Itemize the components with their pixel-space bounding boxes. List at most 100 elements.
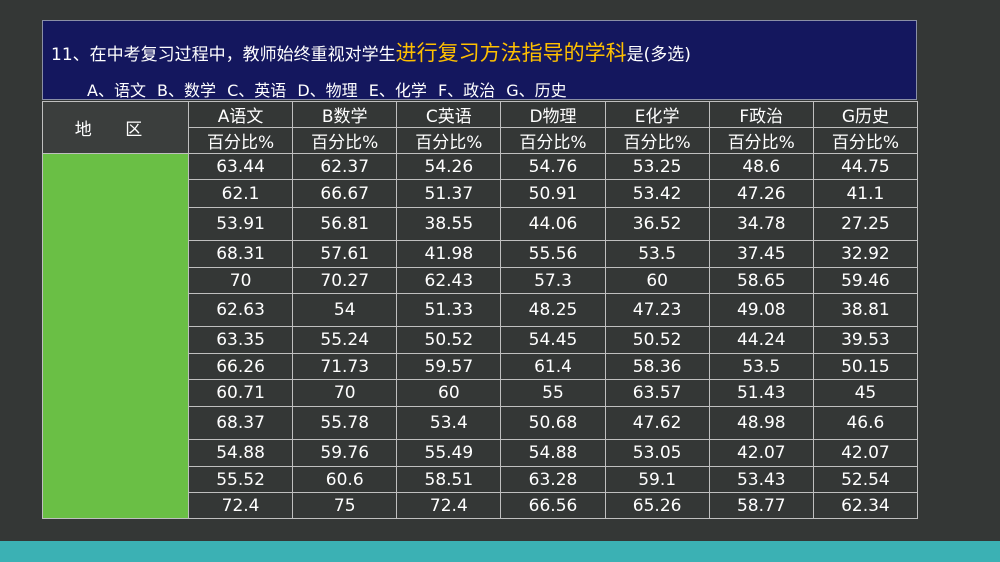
table-cell: 62.1 xyxy=(187,179,294,208)
table-cell: 47.26 xyxy=(708,179,814,208)
table-cell: 62.63 xyxy=(187,293,294,327)
table-row: 68.31 57.61 41.98 55.56 53.5 37.45 32.92 xyxy=(43,240,919,268)
table-row: 66.26 71.73 59.57 61.4 58.36 53.5 50.15 xyxy=(43,353,919,380)
table-cell: 44.24 xyxy=(708,326,814,354)
table-row: 63.35 55.24 50.52 54.45 50.52 44.24 39.53 xyxy=(43,326,919,354)
table-cell: 54.26 xyxy=(396,153,502,180)
table-cell: 37.45 xyxy=(708,240,814,268)
table-cell: 56.81 xyxy=(292,207,398,241)
table-cell: 60 xyxy=(604,267,710,294)
unit-header: 百分比% xyxy=(604,127,710,154)
subject-header-chinese: A语文 xyxy=(187,101,294,128)
table-cell: 72.4 xyxy=(187,492,294,519)
question-highlight: 进行复习方法指导的学科 xyxy=(395,41,627,65)
table-cell: 54.88 xyxy=(187,439,294,467)
table-cell: 62.37 xyxy=(292,153,398,180)
table-cell: 50.52 xyxy=(396,326,502,354)
table-cell: 53.43 xyxy=(708,466,814,493)
table-cell: 58.36 xyxy=(604,353,710,380)
table-cell: 34.78 xyxy=(708,207,814,241)
table-cell: 63.28 xyxy=(500,466,606,493)
table-cell: 54.76 xyxy=(500,153,606,180)
subject-header-history: G历史 xyxy=(812,101,919,128)
table-cell: 53.25 xyxy=(604,153,710,180)
table-cell: 51.43 xyxy=(708,379,814,407)
table-cell: 65.26 xyxy=(604,492,710,519)
table-cell: 50.15 xyxy=(812,353,919,380)
table-cell: 27.25 xyxy=(812,207,919,241)
table-cell: 44.75 xyxy=(812,153,919,180)
table-cell: 60.6 xyxy=(292,466,398,493)
question-prefix: 11、在中考复习过程中，教师始终重视对学生 xyxy=(51,45,396,65)
question-options: A、语文 B、数学 C、英语 D、物理 E、化学 F、政治 G、历史 xyxy=(87,81,567,100)
table-cell: 54.88 xyxy=(500,439,606,467)
unit-header: 百分比% xyxy=(396,127,502,154)
table-cell: 59.76 xyxy=(292,439,398,467)
table-cell: 55.49 xyxy=(396,439,502,467)
unit-header: 百分比% xyxy=(708,127,814,154)
table-cell: 50.68 xyxy=(500,406,606,440)
table-cell: 70.27 xyxy=(292,267,398,294)
table-cell: 53.42 xyxy=(604,179,710,208)
table-cell: 58.51 xyxy=(396,466,502,493)
table-cell: 63.57 xyxy=(604,379,710,407)
table-row: 63.44 62.37 54.26 54.76 53.25 48.6 44.75 xyxy=(42,153,919,519)
table-cell: 36.52 xyxy=(604,207,710,241)
table-cell: 49.08 xyxy=(708,293,814,327)
table-cell: 50.91 xyxy=(500,179,606,208)
table-cell: 58.77 xyxy=(708,492,814,519)
table-cell: 54 xyxy=(292,293,398,327)
table-row: 70 70.27 62.43 57.3 60 58.65 59.46 xyxy=(43,267,919,294)
table-cell: 68.31 xyxy=(187,240,294,268)
subject-header-politics: F政治 xyxy=(708,101,814,128)
region-header: 地 区 xyxy=(42,101,189,154)
table-row: 54.88 59.76 55.49 54.88 53.05 42.07 42.07 xyxy=(43,439,919,467)
table-cell: 59.46 xyxy=(812,267,919,294)
table-row: 55.52 60.6 58.51 63.28 59.1 53.43 52.54 xyxy=(43,466,919,493)
table-cell: 55.52 xyxy=(187,466,294,493)
table-row: 72.4 75 72.4 66.56 65.26 58.77 62.34 xyxy=(43,492,919,519)
table-cell: 71.73 xyxy=(292,353,398,380)
table-body: 63.44 62.37 54.26 54.76 53.25 48.6 44.75 62.1 66… xyxy=(42,153,919,519)
table-cell: 68.37 xyxy=(187,406,294,440)
question-suffix: 是(多选) xyxy=(626,45,691,65)
table-cell: 66.67 xyxy=(292,179,398,208)
unit-header: 百分比% xyxy=(187,127,294,154)
table-cell: 48.98 xyxy=(708,406,814,440)
table-cell: 46.6 xyxy=(812,406,919,440)
question-box: 11、在中考复习过程中，教师始终重视对学生进行复习方法指导的学科是(多选) A、… xyxy=(42,20,917,100)
table-cell: 55.56 xyxy=(500,240,606,268)
unit-header: 百分比% xyxy=(500,127,606,154)
table-cell: 63.35 xyxy=(187,326,294,354)
table-cell: 59.1 xyxy=(604,466,710,493)
table-cell: 60.71 xyxy=(187,379,294,407)
table-row: 62.1 66.67 51.37 50.91 53.42 47.26 41.1 xyxy=(43,179,919,208)
bottom-accent-bar xyxy=(0,541,1000,562)
table-cell: 66.56 xyxy=(500,492,606,519)
table-cell: 45 xyxy=(812,379,919,407)
table-cell: 53.5 xyxy=(604,240,710,268)
table-cell: 59.57 xyxy=(396,353,502,380)
table-cell: 63.44 xyxy=(187,153,294,180)
survey-table: 地 区 A语文 B数学 C英语 D物理 E化学 F政治 G历史 百分比% 百分比… xyxy=(42,101,919,519)
subject-header-math: B数学 xyxy=(292,101,398,128)
table-cell: 41.1 xyxy=(812,179,919,208)
table-cell: 52.54 xyxy=(812,466,919,493)
table-cell: 60 xyxy=(396,379,502,407)
table-cell: 51.37 xyxy=(396,179,502,208)
table-cell: 44.06 xyxy=(500,207,606,241)
table-cell: 41.98 xyxy=(396,240,502,268)
table-cell: 48.25 xyxy=(500,293,606,327)
region-cell xyxy=(42,153,189,519)
table-cell: 42.07 xyxy=(708,439,814,467)
table-cell: 54.45 xyxy=(500,326,606,354)
table-row: 62.63 54 51.33 48.25 47.23 49.08 38.81 xyxy=(43,293,919,327)
unit-header: 百分比% xyxy=(292,127,398,154)
subject-header-english: C英语 xyxy=(396,101,502,128)
table-cell: 51.33 xyxy=(396,293,502,327)
table-cell: 62.34 xyxy=(812,492,919,519)
table-row: 68.37 55.78 53.4 50.68 47.62 48.98 46.6 xyxy=(43,406,919,440)
table-row: 60.71 70 60 55 63.57 51.43 45 xyxy=(43,379,919,407)
table-cell: 53.05 xyxy=(604,439,710,467)
table-cell: 53.5 xyxy=(708,353,814,380)
